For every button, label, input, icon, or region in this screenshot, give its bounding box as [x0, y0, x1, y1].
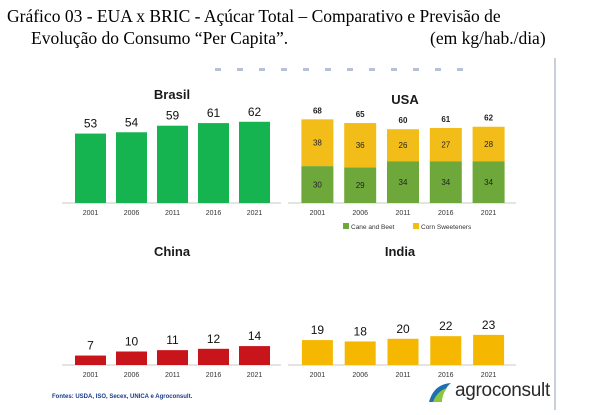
china-title: China: [154, 244, 191, 259]
heading-line1: Gráfico 03 - EUA x BRIC - Açúcar Total –…: [7, 6, 501, 26]
usa-bar-corn-sweeteners: [387, 129, 419, 162]
india-bar: [430, 336, 462, 365]
usa-bar-cane-and-beet: [429, 161, 462, 203]
china-tick-label: 2011: [165, 372, 180, 379]
usa-bar-cane-and-beet: [472, 161, 505, 203]
agroconsult-logo: agroconsult: [425, 378, 575, 408]
usa-title: USA: [391, 92, 419, 107]
logo-wordmark: agroconsult: [455, 380, 550, 401]
china-data-label: 7: [87, 339, 94, 353]
usa-bar-cane-and-beet: [301, 166, 334, 203]
usa-legend-swatch-cane: [343, 223, 349, 229]
brasil-tick-label: 2021: [247, 210, 263, 217]
brasil-tick-label: 2011: [165, 210, 180, 217]
usa-corn-data-label: 36: [356, 141, 365, 150]
india-bar: [301, 340, 333, 365]
india-tick-label: 2021: [481, 372, 497, 379]
heading-line2: Evolução do Consumo “Per Capita”.: [31, 28, 289, 48]
usa-legend-swatch-corn: [413, 223, 419, 229]
usa-cane-data-label: 29: [356, 181, 365, 190]
brasil-bar: [157, 125, 188, 203]
china-bar: [239, 346, 270, 365]
india-bar: [344, 341, 376, 365]
usa-bar-corn-sweeteners: [344, 123, 377, 168]
chart-heading: Gráfico 03 - EUA x BRIC - Açúcar Total –…: [0, 0, 591, 52]
brasil-bar: [75, 133, 106, 203]
china-tick-label: 2001: [83, 372, 99, 379]
brasil-bar: [239, 121, 270, 203]
source-note: Fontes: USDA, ISO, Secex, UNICA e Agroco…: [52, 394, 193, 400]
usa-corn-data-label: 27: [441, 141, 450, 150]
india-bar: [387, 338, 419, 365]
india-tick-label: 2016: [438, 372, 454, 379]
usa-bar-cane-and-beet: [344, 167, 377, 203]
usa-tick-label: 2011: [395, 210, 410, 217]
india-data-label: 23: [482, 318, 496, 332]
usa-total-label: 68: [313, 106, 322, 115]
brasil-data-label: 62: [248, 105, 262, 119]
usa-tick-label: 2006: [352, 210, 368, 217]
china-data-label: 10: [125, 335, 139, 349]
brasil-data-label: 61: [207, 106, 221, 120]
usa-legend-label-cane: Cane and Beet: [351, 224, 395, 231]
brasil-bar: [198, 123, 229, 203]
usa-tick-label: 2016: [438, 210, 454, 217]
india-data-label: 19: [311, 323, 325, 337]
usa-tick-label: 2001: [310, 210, 326, 217]
china-tick-label: 2016: [206, 372, 222, 379]
china-tick-label: 2006: [124, 372, 140, 379]
usa-bar-corn-sweeteners: [472, 126, 505, 162]
china-data-label: 14: [248, 329, 262, 343]
usa-total-label: 60: [399, 116, 408, 125]
brasil-data-label: 53: [84, 117, 98, 131]
brasil-tick-label: 2001: [83, 210, 99, 217]
chart-slide: [41, 58, 556, 410]
china-bar: [116, 351, 147, 365]
brasil-tick-label: 2006: [124, 210, 140, 217]
india-data-label: 22: [439, 319, 453, 333]
usa-cane-data-label: 34: [484, 178, 493, 187]
usa-tick-label: 2021: [481, 210, 497, 217]
china-bar: [198, 348, 229, 365]
china-data-label: 12: [207, 332, 221, 346]
usa-total-label: 65: [356, 110, 365, 119]
usa-total-label: 62: [484, 114, 493, 123]
usa-legend-label-corn: Corn Sweeteners: [421, 224, 472, 231]
china-data-label: 11: [166, 333, 179, 347]
china-tick-label: 2021: [247, 372, 263, 379]
china-bar: [157, 350, 188, 365]
heading-unit: (em kg/hab./dia): [430, 28, 546, 48]
india-data-label: 20: [396, 322, 410, 336]
india-data-label: 18: [354, 324, 368, 338]
usa-cane-data-label: 34: [441, 178, 450, 187]
brasil-title: Brasil: [154, 87, 190, 102]
usa-bar-cane-and-beet: [387, 161, 419, 203]
usa-corn-data-label: 28: [484, 140, 493, 149]
usa-cane-data-label: 30: [313, 181, 322, 190]
india-bar: [473, 334, 505, 365]
india-tick-label: 2011: [395, 372, 410, 379]
india-title: India: [385, 244, 416, 259]
usa-cane-data-label: 34: [399, 178, 408, 187]
agroconsult-logo-icon: [429, 383, 451, 402]
usa-bar-corn-sweeteners: [301, 119, 334, 167]
slide-title-artifact: [215, 68, 465, 71]
usa-corn-data-label: 38: [313, 139, 322, 148]
brasil-bar: [116, 132, 147, 203]
india-tick-label: 2006: [352, 372, 368, 379]
usa-total-label: 61: [441, 115, 450, 124]
brasil-tick-label: 2016: [206, 210, 222, 217]
usa-bar-corn-sweeteners: [429, 127, 462, 162]
brasil-data-label: 59: [166, 109, 180, 123]
china-bar: [75, 355, 106, 365]
usa-corn-data-label: 26: [399, 141, 408, 150]
brasil-data-label: 54: [125, 115, 139, 129]
india-tick-label: 2001: [310, 372, 326, 379]
